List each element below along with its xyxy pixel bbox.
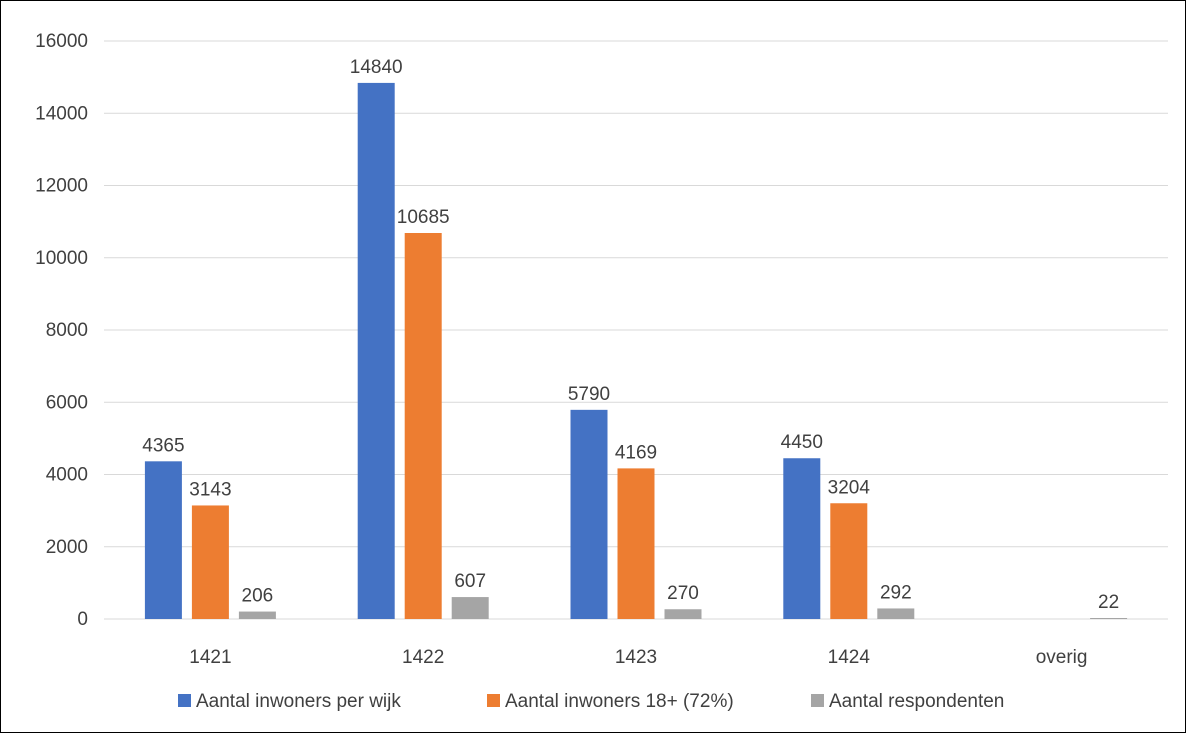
data-label: 270 bbox=[667, 583, 699, 604]
bar bbox=[238, 611, 276, 619]
bar bbox=[664, 609, 702, 619]
data-label: 3143 bbox=[189, 479, 231, 500]
data-label: 4169 bbox=[615, 442, 657, 463]
legend-swatch bbox=[811, 694, 824, 707]
data-label: 14840 bbox=[350, 57, 403, 78]
data-label: 4365 bbox=[142, 435, 184, 456]
y-tick-label: 12000 bbox=[35, 176, 88, 197]
y-tick-label: 2000 bbox=[46, 537, 88, 558]
legend-swatch bbox=[487, 694, 500, 707]
data-label: 206 bbox=[242, 586, 274, 607]
data-label: 5790 bbox=[568, 384, 610, 405]
bar bbox=[570, 409, 608, 619]
x-tick-label: 1423 bbox=[615, 647, 657, 668]
y-tick-label: 4000 bbox=[46, 465, 88, 486]
y-tick-label: 16000 bbox=[35, 31, 88, 52]
data-label: 22 bbox=[1098, 592, 1119, 613]
data-label: 4450 bbox=[781, 432, 823, 453]
y-tick-label: 10000 bbox=[35, 248, 88, 269]
bar bbox=[191, 505, 229, 619]
y-tick-label: 14000 bbox=[35, 103, 88, 124]
y-tick-label: 8000 bbox=[46, 320, 88, 341]
legend: Aantal inwoners per wijk Aantal inwoners … bbox=[178, 691, 1004, 712]
bar bbox=[877, 608, 915, 619]
bar bbox=[617, 468, 655, 619]
bar bbox=[1090, 618, 1128, 619]
bar bbox=[357, 82, 395, 619]
x-tick-label: 1421 bbox=[189, 647, 231, 668]
y-tick-label: 0 bbox=[77, 609, 88, 630]
legend-label: Aantal respondenten bbox=[829, 691, 1004, 712]
gridlines bbox=[104, 40, 1168, 620]
data-label: 10685 bbox=[397, 207, 450, 228]
y-axis-ticks: 0 2000 4000 6000 8000 10000 12000 14000 16000 bbox=[35, 31, 88, 630]
bars bbox=[144, 82, 1128, 619]
bar bbox=[451, 597, 489, 619]
data-labels: 4365 3143 206 14840 10685 607 5790 4169 270 4450 3… bbox=[142, 57, 1119, 613]
bar bbox=[783, 458, 821, 619]
data-label: 292 bbox=[880, 582, 912, 603]
bar bbox=[404, 233, 442, 619]
legend-swatch bbox=[178, 694, 191, 707]
x-axis-ticks: 1421 1422 1423 1424 overig bbox=[189, 647, 1087, 668]
x-tick-label: overig bbox=[1036, 647, 1088, 668]
data-label: 3204 bbox=[828, 477, 871, 498]
bar bbox=[830, 503, 868, 619]
bar bbox=[144, 461, 182, 619]
y-tick-label: 6000 bbox=[46, 392, 88, 413]
legend-label: Aantal inwoners per wijk bbox=[196, 691, 401, 712]
x-tick-label: 1424 bbox=[828, 647, 871, 668]
legend-label: Aantal inwoners 18+ (72%) bbox=[505, 691, 734, 712]
x-tick-label: 1422 bbox=[402, 647, 444, 668]
data-label: 607 bbox=[454, 571, 486, 592]
